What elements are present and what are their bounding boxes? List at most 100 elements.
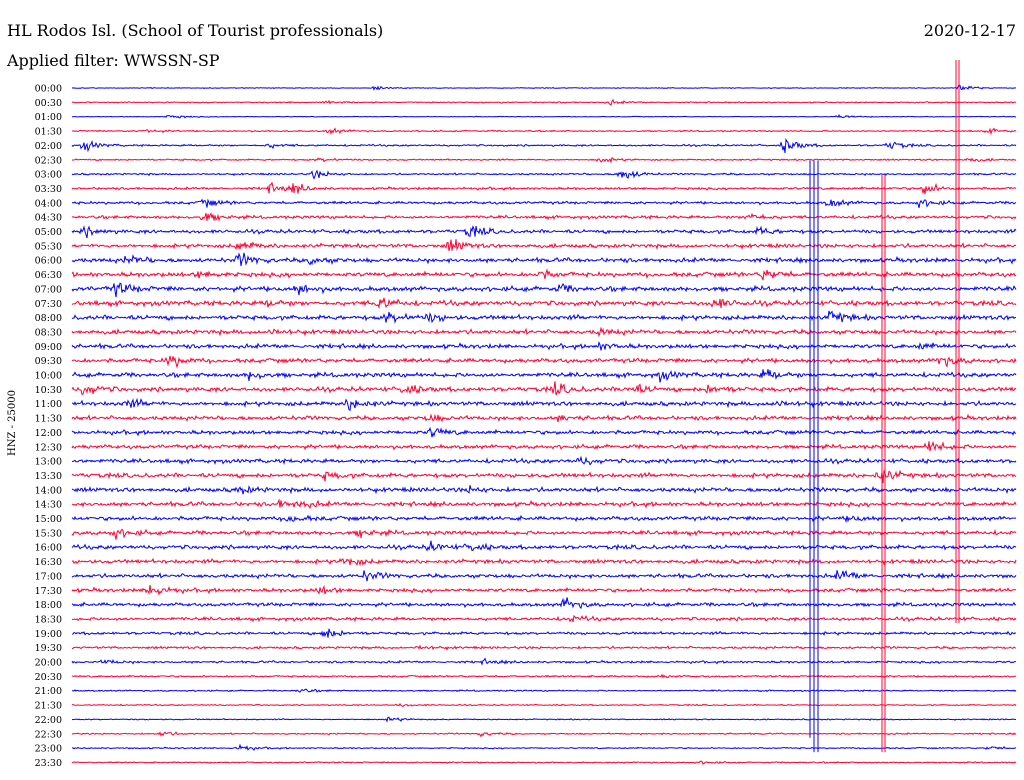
time-label-0000: 00:00 [35,84,62,95]
y-axis-label: HNZ - 25000 [7,390,18,456]
time-label-1800: 18:00 [35,600,62,611]
trace-0500 [71,225,1017,239]
time-label-0200: 02:00 [35,141,62,152]
time-label-1630: 16:30 [35,557,62,568]
trace-1600 [71,540,1017,552]
time-label-0130: 01:30 [35,127,62,138]
trace-0800 [71,310,1017,324]
time-label-2100: 21:00 [35,686,62,697]
time-label-1100: 11:00 [35,399,62,410]
time-label-0630: 06:30 [35,270,62,281]
trace-1430 [71,498,1017,510]
time-label-0600: 06:00 [35,256,62,267]
time-label-0930: 09:30 [35,356,62,367]
time-label-0730: 07:30 [35,299,62,310]
time-label-0100: 01:00 [35,112,62,123]
time-label-1200: 12:00 [35,428,62,439]
trace-1830 [71,614,1017,623]
time-label-0830: 08:30 [35,327,62,338]
record-date: 2020-12-17 [923,21,1016,40]
trace-2200 [71,716,1017,723]
trace-1930 [71,644,1017,651]
trace-1100 [71,397,1017,412]
trace-2330 [71,760,1017,765]
trace-2130 [71,702,1017,708]
time-label-1430: 14:30 [35,500,62,511]
time-label-1230: 12:30 [35,442,62,453]
trace-0130 [71,127,1017,136]
trace-0700 [71,282,1017,298]
trace-0530 [71,239,1017,252]
trace-0900 [71,341,1016,351]
trace-0030 [71,98,1017,106]
trace-1200 [71,426,1017,438]
trace-1030 [71,381,1017,396]
trace-0200 [71,137,1017,154]
time-label-1500: 15:00 [35,514,62,525]
time-label-0900: 09:00 [35,342,62,353]
time-label-1700: 17:00 [35,571,62,582]
time-label-2200: 22:00 [35,715,62,726]
time-label-2030: 20:30 [35,672,62,683]
trace-1300 [71,455,1017,466]
trace-2100 [71,688,1017,693]
station-title: HL Rodos Isl. (School of Tourist profess… [7,21,384,40]
trace-1900 [71,628,1017,638]
time-label-1330: 13:30 [35,471,62,482]
time-label-1530: 15:30 [35,528,62,539]
time-label-0530: 05:30 [35,241,62,252]
time-label-0330: 03:30 [35,184,62,195]
time-label-1030: 10:30 [35,385,62,396]
trace-1330 [71,469,1017,484]
trace-1700 [71,570,1017,582]
trace-0000 [71,84,1017,91]
trace-1400 [71,485,1017,495]
trace-group [71,84,1017,765]
filter-label: Applied filter: WWSSN-SP [7,51,220,70]
trace-1730 [71,584,1017,597]
trace-0230 [71,157,1017,164]
time-label-2130: 21:30 [35,701,62,712]
trace-1130 [71,413,1017,423]
time-label-1730: 17:30 [35,586,62,597]
time-label-0800: 08:00 [35,313,62,324]
trace-0830 [71,326,1017,338]
trace-1230 [71,440,1017,452]
trace-0730 [71,297,1017,309]
time-label-1000: 10:00 [35,371,62,382]
time-label-1300: 13:00 [35,457,62,468]
time-label-0500: 05:00 [35,227,62,238]
trace-1530 [71,528,1017,540]
time-label-1400: 14:00 [35,485,62,496]
trace-0430 [71,212,1017,222]
trace-1630 [71,557,1017,567]
time-label-1930: 19:30 [35,643,62,654]
time-label-2300: 23:00 [35,744,62,755]
time-label-2330: 23:30 [35,758,62,769]
time-label-2230: 22:30 [35,729,62,740]
spike-group [809,60,960,753]
trace-0630 [71,268,1017,281]
time-label-1830: 18:30 [35,614,62,625]
trace-2300 [72,743,1017,751]
time-label-0230: 02:30 [35,155,62,166]
trace-2230 [71,731,1017,738]
trace-0300 [71,169,1017,180]
trace-1500 [71,514,1017,524]
time-label-0300: 03:00 [35,170,62,181]
trace-0930 [71,355,1017,369]
time-label-0700: 07:00 [35,284,62,295]
time-label-0400: 04:00 [35,198,62,209]
time-label-group: 00:00 00:30 01:00 01:30 02:00 02:30 03:00 03:30… [35,84,62,769]
time-label-2000: 20:00 [35,658,62,669]
time-label-0430: 04:30 [35,213,62,224]
trace-2030 [71,673,1016,679]
trace-1800 [71,597,1017,610]
time-label-1130: 11:30 [35,414,62,425]
trace-2000 [71,657,1017,666]
time-label-0030: 00:30 [35,98,62,109]
time-label-1600: 16:00 [35,543,62,554]
trace-0600 [71,252,1017,267]
